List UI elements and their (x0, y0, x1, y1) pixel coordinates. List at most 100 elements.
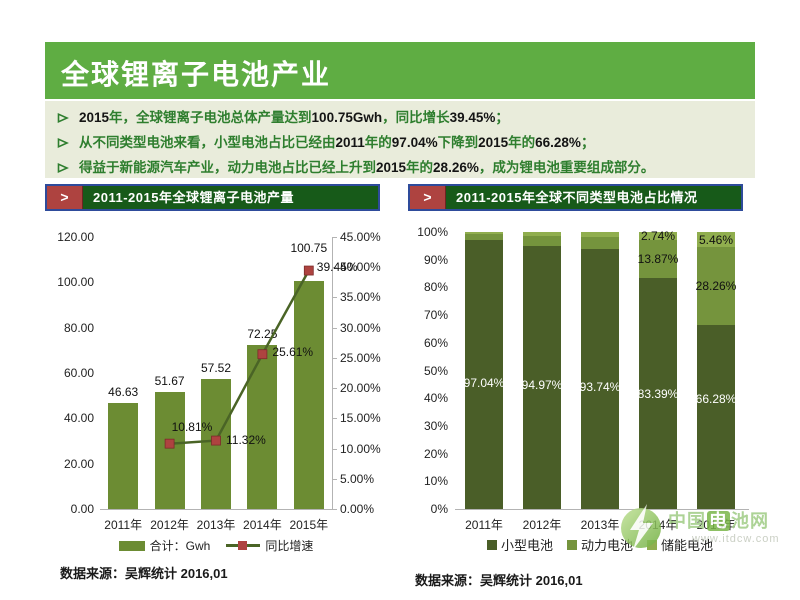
right-axis-tickmark (332, 327, 337, 329)
y-axis-tick: 90% (423, 252, 448, 267)
legend: 合计：Gwh 同比增速 (100, 537, 332, 554)
bullet-marker (57, 106, 79, 131)
y-axis-tick: 30% (423, 418, 448, 433)
watermark-suffix: 池网 (731, 511, 769, 531)
bar-value-label: 57.52 (200, 360, 232, 375)
x-label: 2012年 (150, 518, 189, 532)
x-label: 2015年 (289, 518, 329, 532)
bar-value-label: 100.75 (290, 240, 328, 255)
segment-label-small: 93.74% (579, 379, 621, 394)
stack-segment-储能电池-2015年 (697, 232, 735, 248)
legend-swatch-bar (118, 540, 145, 551)
x-label: 2014年 (243, 518, 282, 532)
bullet-text: 2015年，全球锂离子电池总体产量达到100.75Gwh，同比增长39.45%； (79, 106, 509, 129)
page-title: 全球锂离子电池产业 (61, 58, 332, 91)
right-axis-tick: 40.00% (340, 260, 381, 275)
line-marker (164, 438, 175, 449)
right-axis-tick: 25.00% (340, 350, 381, 365)
legend-item-小型电池: 小型电池 (486, 535, 553, 554)
line-marker (211, 435, 221, 446)
watermark-logo: 中国电池网 www.itdcw.com (618, 500, 800, 562)
x-label: 2012年 (522, 518, 562, 532)
right-axis-tickmark (332, 478, 337, 480)
bullet-text-segment: 100.75Gwh (311, 110, 383, 125)
x-label: 2013年 (580, 518, 620, 532)
right-axis-tick: 5.00% (340, 471, 375, 486)
right-axis-tickmark (332, 297, 337, 299)
stack-segment-小型电池-2012年 (523, 245, 561, 509)
bullet-text-segment: 66.28% (535, 135, 581, 150)
line-marker (303, 265, 314, 276)
right-axis-tick: 10.00% (340, 441, 381, 456)
segment-label-动力电池: 28.26% (695, 279, 737, 294)
bullet-text-segment: ； (495, 110, 509, 125)
legend-marker-sample (238, 541, 248, 550)
x-axis-line (100, 509, 337, 510)
battery-network-logo-icon (621, 504, 661, 550)
x-axis-line (455, 509, 749, 510)
y-axis-tick: 80% (423, 280, 448, 295)
legend-swatch (566, 539, 577, 550)
line-marker (257, 349, 268, 360)
line-value-label: 11.32% (226, 432, 266, 447)
y-axis-tick: 100% (417, 225, 448, 239)
right-axis-tickmark (332, 448, 337, 450)
chevron-marker: > (410, 186, 446, 209)
legend: 小型电池 动力电池 储能电池 (455, 535, 745, 554)
legend-item-line: 同比增速 (226, 537, 313, 554)
right-chart-title-bar: > 2011-2015年全球不同类型电池占比情况 (408, 184, 743, 211)
segment-label-small: 66.28% (695, 391, 737, 406)
legend-swatch (486, 539, 497, 550)
segment-label-small: 83.39% (637, 386, 679, 401)
data-source-left: 数据来源：吴辉统计 2016,01 (60, 566, 228, 581)
stack-segment-小型电池-2013年 (581, 249, 619, 509)
left-axis-tick: 60.00 (63, 366, 94, 380)
stack-segment-储能电池-2012年 (523, 232, 561, 236)
right-axis-tick: 20.00% (340, 381, 381, 396)
x-label: 2011年 (465, 518, 503, 532)
stack-segment-储能电池-2011年 (465, 232, 503, 235)
left-chart-title: 2011-2015年全球锂离子电池产量 (93, 190, 294, 205)
legend-item-动力电池: 动力电池 (566, 535, 633, 554)
left-chart-title-bar: > 2011-2015年全球锂离子电池产量 (45, 184, 380, 211)
right-axis-tickmark (332, 357, 337, 359)
bullet-text-segment: 39.45% (449, 110, 496, 125)
bullet-text-segment: 2011 (335, 135, 365, 150)
legend-label: 储能电池 (661, 538, 714, 553)
production-combo-chart: 120.00 100.00 80.00 60.00 40.00 20.00 0.00 45.0… (50, 225, 395, 570)
bar-value-label: 72.25 (247, 327, 278, 342)
segment-label-储能电池: 5.46% (698, 232, 734, 247)
right-axis-tick: 45.00% (340, 230, 381, 244)
y-axis-tick: 40% (423, 391, 448, 406)
watermark-prefix: 中国 (668, 511, 706, 531)
growth-line (164, 265, 314, 449)
y-axis-tick: 0% (430, 502, 448, 516)
bar-2012年 (154, 391, 185, 509)
legend-label: 动力电池 (580, 538, 633, 553)
bullet-text-segment: 97.04% (391, 135, 438, 150)
watermark-url: www.itdcw.com (692, 533, 780, 545)
bar-value-label: 46.63 (108, 385, 139, 400)
watermark-boxed-char: 电 (707, 511, 730, 531)
bar-2015年 (293, 280, 324, 509)
left-axis-tick: 80.00 (63, 320, 94, 335)
x-label: 2013年 (196, 518, 236, 532)
bullet-marker (57, 156, 79, 181)
bullet-item: 得益于新能源汽车产业，动力电池占比已经上升到2015年的28.26%，成为锂电池… (57, 156, 745, 181)
bullet-text-segment: 从不同类型电池来看，小型电池占比已经由 (79, 135, 336, 150)
bar-value-label: 51.67 (154, 373, 185, 388)
legend-item-bars: 合计：Gwh (118, 537, 210, 554)
bullet-text-segment: 年的 (508, 135, 536, 150)
stack-segment-动力电池-2011年 (465, 234, 503, 241)
line-value-label: 10.81% (171, 419, 213, 434)
bullet-text-segment: ，成为锂电池重要组成部分。 (478, 160, 655, 175)
line-value-label: 39.45% (316, 259, 358, 274)
bullet-text-segment: 2015 (478, 135, 509, 150)
line-value-label: 25.61% (272, 345, 314, 360)
y-axis-tick: 60% (423, 335, 448, 350)
y-axis-tick: 10% (423, 474, 448, 489)
bullet-marker (57, 131, 79, 156)
right-axis-tick: 30.00% (340, 320, 381, 335)
segment-label-small: 97.04% (463, 375, 505, 390)
